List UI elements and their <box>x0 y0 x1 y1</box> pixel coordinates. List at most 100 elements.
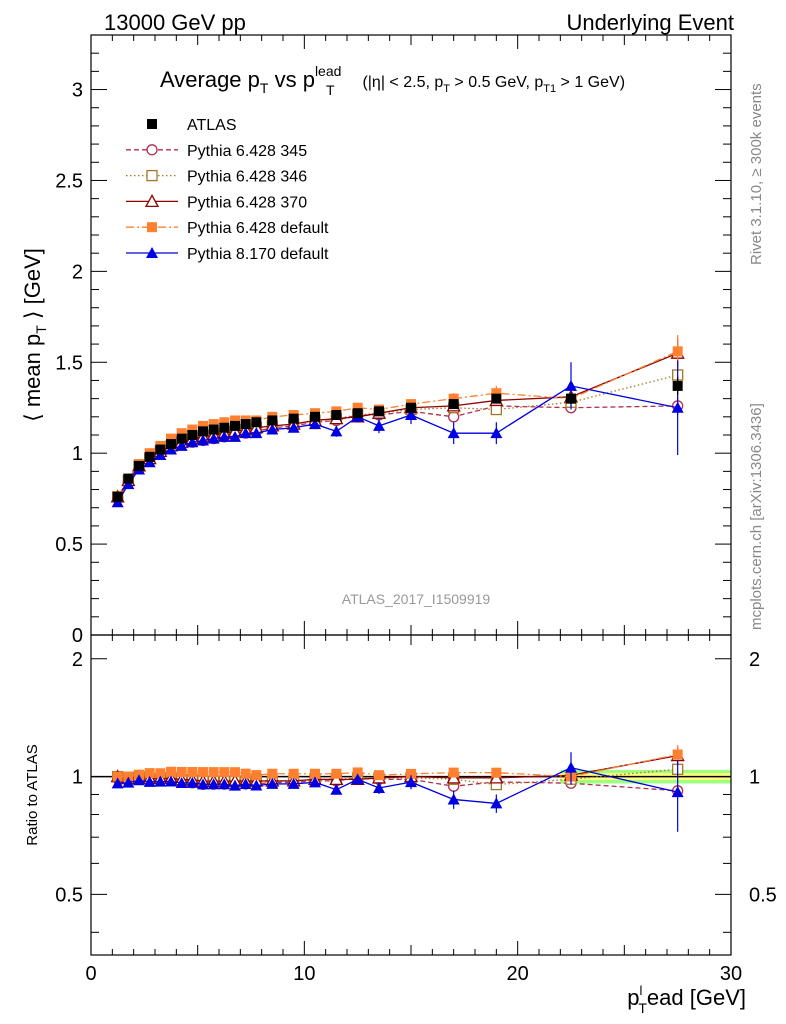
ratio-point <box>240 768 251 779</box>
ratio-point <box>251 770 262 781</box>
main-point <box>208 419 219 430</box>
main-point <box>373 419 385 431</box>
main-y-tick-label: 2.5 <box>55 170 83 192</box>
main-point <box>352 402 363 413</box>
ratio-point <box>406 768 416 779</box>
main-point <box>448 399 459 410</box>
main-point <box>207 432 220 444</box>
main-y-tick-label: 3 <box>72 80 83 102</box>
main-point <box>208 424 219 435</box>
ratio-point <box>166 766 176 777</box>
main-point <box>230 420 240 431</box>
ratio-point <box>331 768 342 779</box>
ratio-point <box>197 778 209 790</box>
title-sub-t2: T <box>326 82 335 98</box>
main-point <box>491 393 502 404</box>
main-point <box>112 491 123 502</box>
main-point <box>309 418 321 430</box>
header-left: 13000 GeV pp <box>104 10 246 35</box>
ratio-point <box>144 768 155 779</box>
header-right: Underlying Event <box>566 10 734 35</box>
legend-entry-p370: Pythia 6.428 370 <box>126 194 307 211</box>
legend-entry-p6def: Pythia 6.428 default <box>126 220 329 237</box>
main-point <box>374 406 384 417</box>
title-cuts-a: (|η| < 2.5, p <box>358 74 443 91</box>
title-vs: vs p <box>268 67 314 92</box>
y-axis-label-main: ⟨ mean p <box>20 334 45 422</box>
main-point <box>310 411 320 422</box>
ratio-y-tick-label-right: 2 <box>749 649 760 671</box>
main-point <box>250 427 263 439</box>
x-axis-label-sub: T <box>638 1000 647 1016</box>
ratio-point <box>111 777 124 789</box>
legend-marker <box>146 169 158 182</box>
legend-marker <box>147 119 157 129</box>
main-point <box>406 402 416 413</box>
side-text-mcplots: mcplots.cern.ch [arXiv:1306.3436] <box>748 403 765 630</box>
main-point <box>491 388 502 399</box>
main-point <box>287 421 300 433</box>
main-point <box>187 424 198 435</box>
main-point <box>166 433 176 444</box>
analysis-watermark: ATLAS_2017_I1509919 <box>342 591 491 607</box>
main-point <box>239 427 252 439</box>
main-point <box>230 415 240 426</box>
legend-label: Pythia 6.428 346 <box>187 169 307 186</box>
ratio-point <box>490 797 503 809</box>
ratio-y-tick-label: 2 <box>72 649 83 671</box>
main-point <box>187 430 198 440</box>
ratio-y-tick-label-right: 1 <box>749 767 760 789</box>
ratio-y-tick-label-right: 0.5 <box>749 884 777 906</box>
ratio-point <box>267 768 278 779</box>
ratio-series-p8def <box>111 752 684 832</box>
ratio-point <box>122 776 135 788</box>
legend-label: Pythia 6.428 370 <box>187 194 307 211</box>
x-axis-label-sup: l <box>639 983 642 998</box>
main-y-tick-label: 0.5 <box>55 534 83 556</box>
main-point <box>352 408 363 419</box>
ratio-point <box>309 776 321 788</box>
y-axis-label: ⟨ mean pT ⟩ [GeV] <box>20 248 49 422</box>
main-point <box>219 422 230 433</box>
ratio-point <box>143 775 156 787</box>
main-point <box>219 417 230 428</box>
main-point <box>175 439 188 451</box>
ratio-point <box>198 767 208 778</box>
ratio-plot-series <box>110 744 685 832</box>
legend-label: Pythia 6.428 default <box>187 220 329 237</box>
main-y-tick-label: 2 <box>72 261 83 283</box>
main-y-tick-label: 1.5 <box>55 352 83 374</box>
legend-marker <box>147 222 157 233</box>
main-point <box>229 430 241 442</box>
ratio-point <box>447 793 460 805</box>
ratio-point <box>175 776 188 788</box>
x-axis-label-tail: ead [GeV] <box>647 985 746 1010</box>
ratio-point <box>165 775 177 787</box>
main-point <box>288 413 299 424</box>
main-point <box>198 426 208 437</box>
main-point <box>331 410 342 420</box>
ratio-point <box>207 778 220 790</box>
main-point <box>671 401 684 413</box>
main-point <box>405 409 417 420</box>
main-point <box>490 427 503 439</box>
legend-marker <box>146 144 158 156</box>
y-axis-label-sub: T <box>33 325 49 334</box>
title-prefix: Average p <box>160 67 260 92</box>
title-cuts-sub-t-a: T <box>443 83 450 95</box>
ratio-plot-frame <box>90 634 732 956</box>
ratio-point <box>239 778 252 790</box>
ratio-point <box>351 773 364 785</box>
legend-label: ATLAS <box>187 117 237 134</box>
legend-entry-p345: Pythia 6.428 345 <box>126 143 307 160</box>
ratio-point <box>405 776 417 788</box>
ratio-point <box>288 768 299 779</box>
ratio-point <box>374 770 384 781</box>
main-point <box>197 434 209 446</box>
main-point <box>447 427 460 439</box>
ratio-point <box>155 768 166 779</box>
main-point <box>672 380 683 391</box>
ratio-point <box>250 779 263 791</box>
main-series-p8def <box>111 360 684 508</box>
